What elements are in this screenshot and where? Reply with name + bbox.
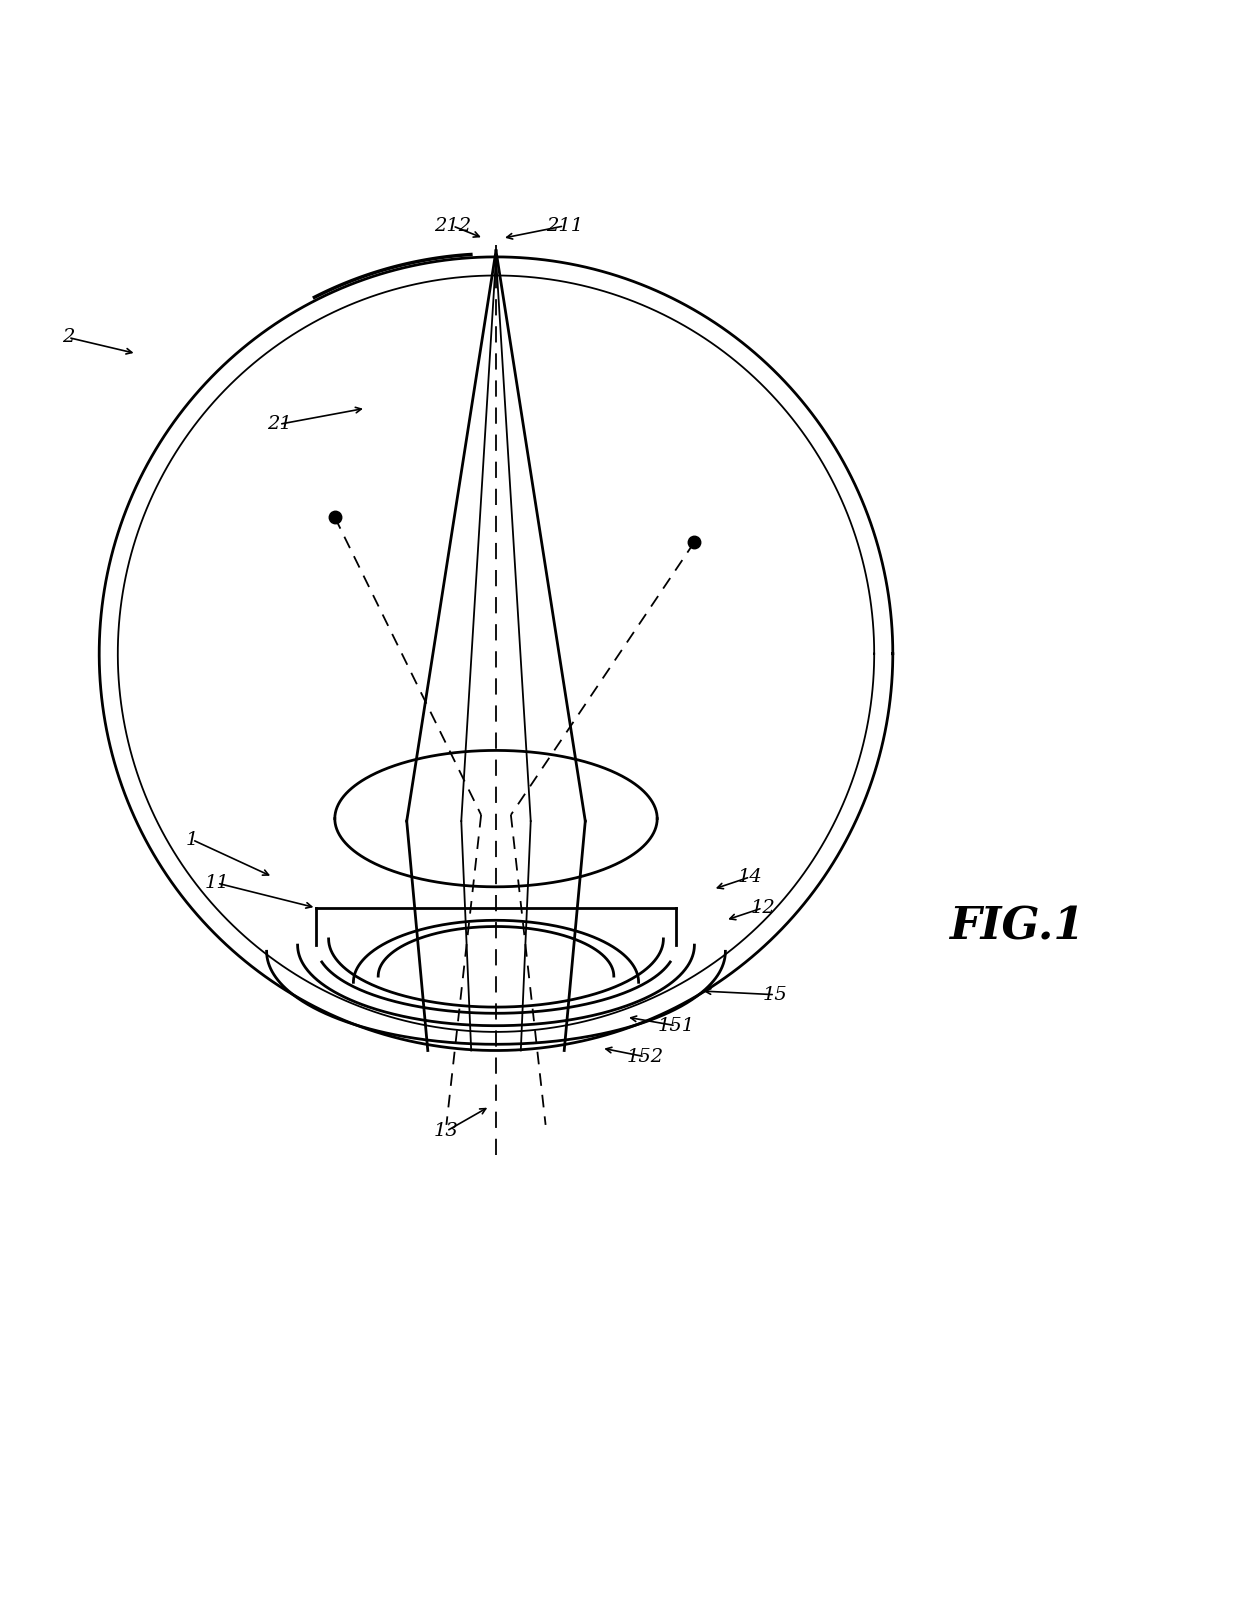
Text: 151: 151 [657, 1016, 694, 1035]
Text: 15: 15 [763, 985, 787, 1003]
Text: 152: 152 [626, 1048, 663, 1066]
Text: 211: 211 [546, 217, 583, 234]
Text: 11: 11 [205, 875, 229, 892]
Text: 21: 21 [267, 416, 291, 433]
Text: 13: 13 [434, 1122, 459, 1140]
Text: 12: 12 [750, 899, 775, 916]
Text: 212: 212 [434, 217, 471, 234]
Text: FIG.1: FIG.1 [949, 905, 1085, 949]
Text: 2: 2 [62, 329, 74, 347]
Text: 14: 14 [738, 868, 763, 886]
Text: 1: 1 [186, 831, 198, 849]
